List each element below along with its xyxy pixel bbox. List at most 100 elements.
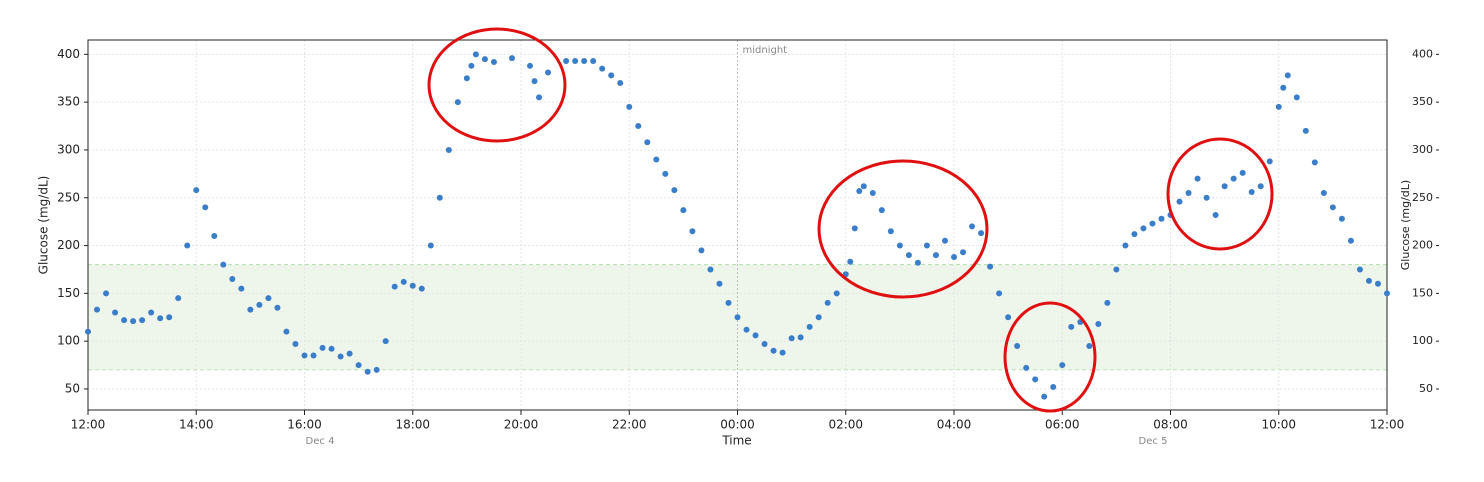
data-point	[1275, 103, 1282, 110]
data-point	[531, 78, 538, 85]
data-point	[752, 332, 759, 339]
data-point	[914, 259, 921, 266]
date-label: Dec 4	[306, 436, 335, 447]
y-tick-label: 200	[57, 238, 80, 252]
data-point	[382, 338, 389, 345]
data-point	[247, 306, 254, 313]
data-point	[508, 55, 515, 62]
data-point	[157, 315, 164, 322]
y2-tick-label: 350	[1412, 95, 1433, 108]
data-point	[328, 345, 335, 352]
data-point	[626, 103, 633, 110]
data-point	[166, 314, 173, 321]
data-point	[996, 290, 1003, 297]
x-tick-label: 16:00	[287, 418, 322, 432]
data-point	[932, 252, 939, 259]
data-point	[779, 349, 786, 356]
x-tick-label: 02:00	[828, 418, 863, 432]
data-point	[851, 225, 858, 232]
data-point	[1059, 362, 1066, 369]
data-point	[1140, 225, 1147, 232]
data-point	[490, 58, 497, 65]
data-point	[1280, 84, 1287, 91]
data-point	[1131, 231, 1138, 238]
data-point	[527, 62, 534, 69]
x-tick-label: 20:00	[504, 418, 539, 432]
y-tick-label: 150	[57, 286, 80, 300]
data-point	[856, 188, 863, 195]
data-point	[463, 75, 470, 82]
x-tick-label: 12:00	[71, 418, 106, 432]
data-point	[1293, 94, 1300, 101]
data-point	[545, 69, 552, 76]
data-point	[274, 304, 281, 311]
data-point	[346, 350, 353, 357]
data-point	[680, 207, 687, 214]
data-point	[806, 323, 813, 330]
data-point	[1230, 175, 1237, 182]
data-point	[1050, 384, 1057, 391]
data-point	[211, 232, 218, 239]
data-point	[481, 56, 488, 63]
x-tick-label: 14:00	[179, 418, 214, 432]
data-point	[202, 204, 209, 211]
data-point	[364, 368, 371, 375]
y2-tick-label: 400	[1412, 47, 1433, 60]
data-point	[572, 58, 579, 65]
data-point	[581, 58, 588, 65]
data-point	[130, 318, 137, 325]
data-point	[725, 299, 732, 306]
y2-tick-label: 50	[1419, 382, 1433, 395]
data-point	[409, 282, 416, 289]
data-point	[454, 99, 461, 106]
data-point	[941, 237, 948, 244]
data-point	[310, 352, 317, 359]
data-point	[860, 183, 867, 190]
data-point	[400, 278, 407, 285]
data-point	[1041, 393, 1048, 400]
x-tick-label: 10:00	[1261, 418, 1296, 432]
data-point	[103, 290, 110, 297]
data-point	[301, 352, 308, 359]
data-point	[391, 283, 398, 290]
plot-frame	[87, 39, 1388, 411]
data-point	[608, 72, 615, 79]
data-point	[148, 309, 155, 316]
data-point	[1257, 183, 1264, 190]
x-tick-label: 00:00	[720, 418, 755, 432]
data-point	[427, 242, 434, 249]
data-point	[689, 228, 696, 235]
data-point	[978, 230, 985, 237]
y2-tick-label: 200	[1412, 239, 1433, 252]
highlight-circle	[1003, 301, 1097, 413]
data-point	[184, 242, 191, 249]
data-point	[1347, 237, 1354, 244]
data-point	[833, 290, 840, 297]
data-point	[1194, 175, 1201, 182]
date-label: Dec 5	[1139, 436, 1168, 447]
y-tick-label: 350	[57, 95, 80, 109]
data-point	[797, 334, 804, 341]
y-tick-label: 50	[65, 381, 80, 395]
data-point	[716, 280, 723, 287]
y2-tick-label: 150	[1412, 286, 1433, 299]
data-point	[468, 62, 475, 69]
data-point	[139, 317, 146, 324]
data-point	[743, 326, 750, 333]
data-point	[1338, 215, 1345, 222]
data-point	[635, 123, 642, 130]
data-point	[1384, 290, 1390, 297]
y-tick-label: 250	[57, 190, 80, 204]
data-point	[373, 366, 380, 373]
y2-axis-label: Glucose (mg/dL)	[1399, 180, 1412, 270]
y-tick-label: 400	[57, 47, 80, 61]
data-point	[1266, 158, 1273, 165]
data-point	[896, 242, 903, 249]
x-axis-label: Time	[721, 434, 751, 448]
data-point	[319, 344, 326, 351]
y-axis-label: Glucose (mg/dL)	[37, 176, 51, 275]
data-point	[355, 362, 362, 369]
data-point	[1005, 314, 1012, 321]
data-point	[734, 314, 741, 321]
